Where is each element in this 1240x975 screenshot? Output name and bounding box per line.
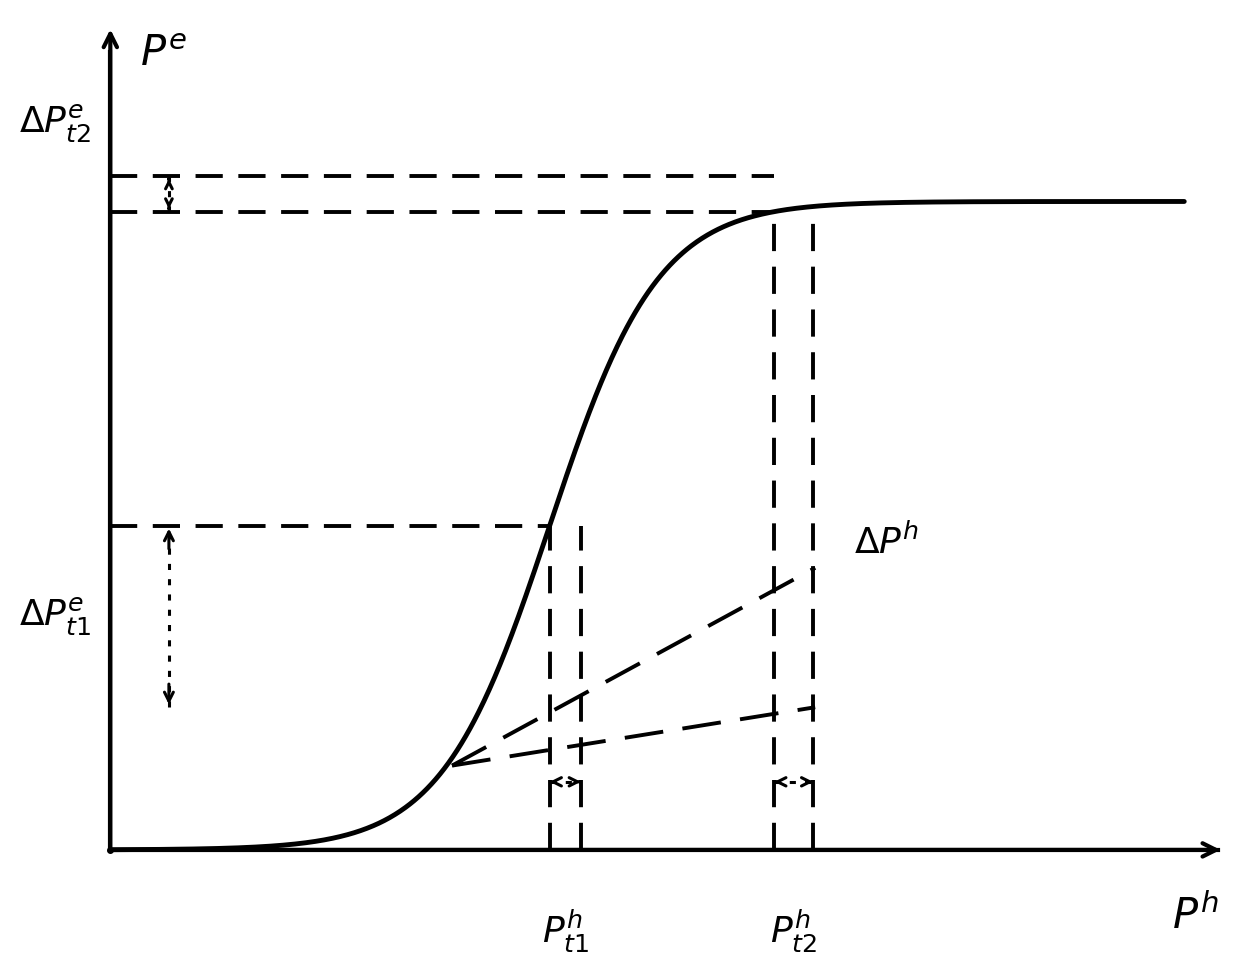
Text: $P^e$: $P^e$	[140, 33, 186, 75]
Text: $P^h$: $P^h$	[1172, 895, 1219, 939]
Text: $P^h_{t1}$: $P^h_{t1}$	[542, 909, 589, 956]
Text: $P^h_{t2}$: $P^h_{t2}$	[770, 909, 817, 956]
Text: $\Delta P^e_{t1}$: $\Delta P^e_{t1}$	[19, 596, 91, 638]
Text: $\Delta P^h$: $\Delta P^h$	[854, 524, 920, 561]
Text: $\Delta P^e_{t2}$: $\Delta P^e_{t2}$	[19, 101, 91, 143]
